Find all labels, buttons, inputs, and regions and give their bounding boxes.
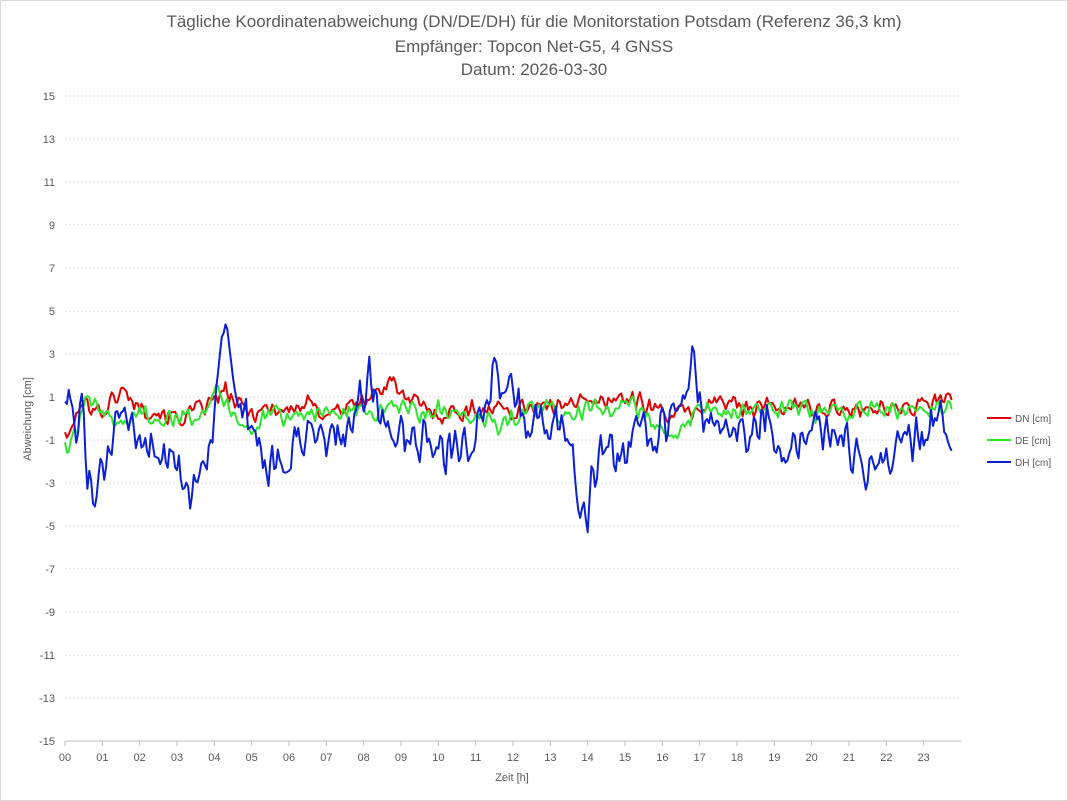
x-tick-label: 01: [96, 752, 108, 764]
y-tick-label: -3: [45, 478, 55, 490]
x-tick-label: 06: [283, 752, 295, 764]
x-tick-label: 15: [619, 752, 631, 764]
series-line-dh: [64, 323, 953, 534]
y-tick-label: 3: [49, 349, 55, 361]
y-tick-label: -5: [45, 521, 55, 533]
chart-title: Tägliche Koordinatenabweichung (DN/DE/DH…: [166, 12, 902, 31]
series-line-dn: [64, 376, 953, 439]
y-tick-label: 7: [49, 263, 55, 275]
x-tick-label: 12: [507, 752, 519, 764]
y-tick-label: 9: [49, 220, 55, 232]
x-tick-label: 03: [171, 752, 183, 764]
x-tick-label: 11: [470, 752, 481, 764]
chart-subtitle: Empfänger: Topcon Net-G5, 4 GNSS: [394, 37, 674, 56]
y-tick-label: 15: [43, 91, 55, 103]
x-tick-label: 22: [880, 752, 892, 764]
x-tick-label: 09: [395, 752, 407, 764]
y-tick-label: -11: [40, 650, 55, 662]
x-tick-label: 00: [59, 752, 71, 764]
y-tick-label: 5: [49, 306, 55, 318]
legend-label: DN [cm]: [1015, 414, 1051, 425]
x-tick-label: 23: [918, 752, 930, 764]
y-tick-label: -1: [45, 435, 55, 447]
x-tick-label: 17: [694, 752, 706, 764]
series-lines: [64, 323, 953, 534]
y-tick-label: -7: [45, 564, 55, 576]
legend-label: DH [cm]: [1015, 458, 1051, 469]
x-tick-label: 07: [320, 752, 332, 764]
x-tick-label: 13: [544, 752, 556, 764]
x-tick-label: 21: [843, 752, 855, 764]
x-tick-label: 20: [806, 752, 818, 764]
series-line-de: [64, 383, 953, 454]
x-tick-label: 02: [134, 752, 146, 764]
x-tick-label: 16: [656, 752, 668, 764]
x-tick-label: 14: [582, 752, 594, 764]
y-tick-label: 13: [43, 134, 55, 146]
chart-date: Datum: 2026-03-30: [460, 60, 608, 79]
x-tick-label: 18: [731, 752, 743, 764]
y-tick-label: -13: [39, 693, 55, 705]
y-tick-label: -15: [39, 736, 55, 748]
x-tick-label: 05: [246, 752, 258, 764]
x-axis-title: Zeit [h]: [495, 772, 529, 784]
x-tick-label: 19: [768, 752, 780, 764]
y-tick-label: 11: [44, 177, 55, 189]
y-tick-label: 1: [49, 392, 55, 404]
y-tick-label: -9: [45, 607, 55, 619]
legend: DN [cm] DE [cm] DH [cm]: [987, 414, 1051, 469]
x-tick-label: 08: [358, 752, 370, 764]
y-axis-title: Abweichung [cm]: [22, 377, 34, 461]
x-tick-label: 04: [208, 752, 220, 764]
axes: 15 13 11 9 7 5 3 1 -1 -3 -5 -7 -9 -11 -13 -15 00 01 02 03 04…: [39, 91, 961, 764]
x-tick-label: 10: [432, 752, 444, 764]
legend-label: DE [cm]: [1015, 436, 1051, 447]
